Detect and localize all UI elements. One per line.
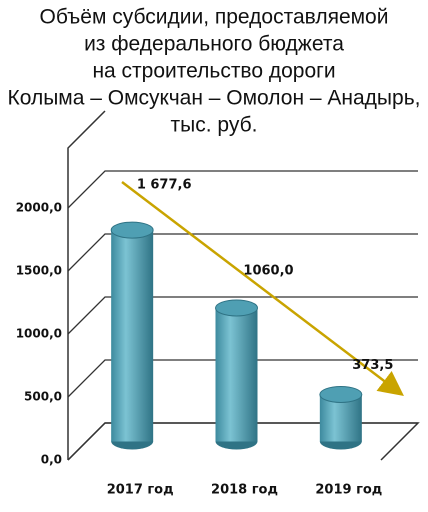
data-label: 373,5 <box>352 358 393 373</box>
back-wall <box>67 110 106 460</box>
trend-arrow <box>121 181 404 397</box>
y-tick-label: 2000,0 <box>16 201 62 215</box>
grid-line <box>67 422 418 461</box>
x-tick-label: 2017 год <box>107 483 174 498</box>
chart-title: из федерального бюджета <box>84 33 344 56</box>
bar <box>111 230 154 442</box>
data-label: 1 677,6 <box>137 178 192 193</box>
y-tick-label: 1000,0 <box>16 327 62 341</box>
y-tick-label: 1500,0 <box>16 264 62 278</box>
chart-title: Объём субсидии, предоставляемой <box>40 6 389 29</box>
chart-title: на строительство дороги <box>92 60 335 83</box>
y-tick-label: 0,0 <box>41 453 62 467</box>
chart-title: Колыма – Омсукчан – Омолон – Анадырь, <box>8 87 421 110</box>
y-tick-label: 500,0 <box>24 390 62 404</box>
grid-line <box>67 170 418 209</box>
grid-line <box>67 233 418 272</box>
bar-top <box>110 221 154 239</box>
data-label: 1060,0 <box>243 263 293 278</box>
x-tick-label: 2018 год <box>211 483 278 498</box>
x-tick-label: 2019 год <box>315 483 382 498</box>
bar-top <box>215 299 258 317</box>
bar-top <box>319 385 363 403</box>
grid-line <box>67 359 418 398</box>
grid-line <box>67 296 418 335</box>
chart-title: тыс. руб. <box>171 114 258 137</box>
bar <box>215 307 258 442</box>
